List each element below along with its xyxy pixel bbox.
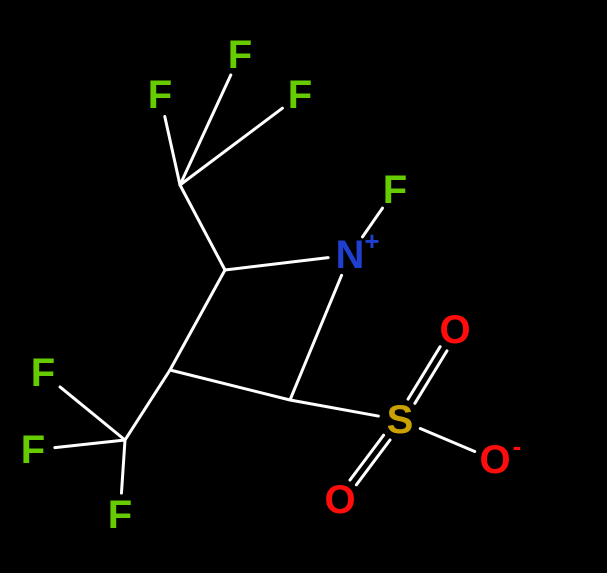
atom-symbol: S bbox=[387, 398, 414, 442]
bond bbox=[125, 370, 170, 440]
bond bbox=[170, 270, 225, 370]
atom-symbol: F bbox=[228, 33, 252, 77]
bond bbox=[180, 108, 282, 185]
bond bbox=[180, 75, 231, 185]
atom-S: S bbox=[381, 398, 419, 442]
bond bbox=[121, 440, 125, 493]
atom-symbol: F bbox=[108, 493, 132, 537]
bond bbox=[60, 387, 125, 440]
atom-F: F bbox=[101, 493, 139, 537]
atom-F: F bbox=[141, 73, 179, 117]
molecule-diagram: FFFN+FFFFSOOO- bbox=[0, 0, 607, 573]
bond bbox=[225, 258, 328, 270]
atom-F: F bbox=[376, 168, 414, 212]
atom-O: O bbox=[321, 478, 359, 522]
bond bbox=[290, 400, 378, 416]
bond bbox=[170, 370, 290, 400]
bond bbox=[180, 185, 225, 270]
bond bbox=[420, 429, 474, 452]
bond bbox=[55, 440, 125, 448]
atom-symbol: F bbox=[383, 168, 407, 212]
bond bbox=[415, 351, 447, 403]
atom-N: N+ bbox=[331, 226, 380, 277]
atom-symbol: F bbox=[21, 428, 45, 472]
atom-symbol: F bbox=[148, 73, 172, 117]
atom-charge: - bbox=[513, 431, 522, 461]
atom-symbol: F bbox=[31, 351, 55, 395]
atom-charge: + bbox=[364, 226, 379, 256]
atom-symbol: O bbox=[324, 478, 355, 522]
bond bbox=[408, 347, 440, 399]
bond bbox=[165, 116, 180, 185]
atom-F: F bbox=[221, 33, 259, 77]
bond bbox=[290, 275, 342, 400]
atom-symbol: N bbox=[336, 233, 365, 277]
atom-F: F bbox=[281, 73, 319, 117]
atom-O: O- bbox=[476, 431, 521, 482]
atom-F: F bbox=[24, 351, 62, 395]
atom-symbol: O bbox=[479, 438, 510, 482]
atom-symbol: O bbox=[439, 308, 470, 352]
atom-symbol: F bbox=[288, 73, 312, 117]
atom-F: F bbox=[14, 428, 52, 472]
atom-O: O bbox=[436, 308, 474, 352]
